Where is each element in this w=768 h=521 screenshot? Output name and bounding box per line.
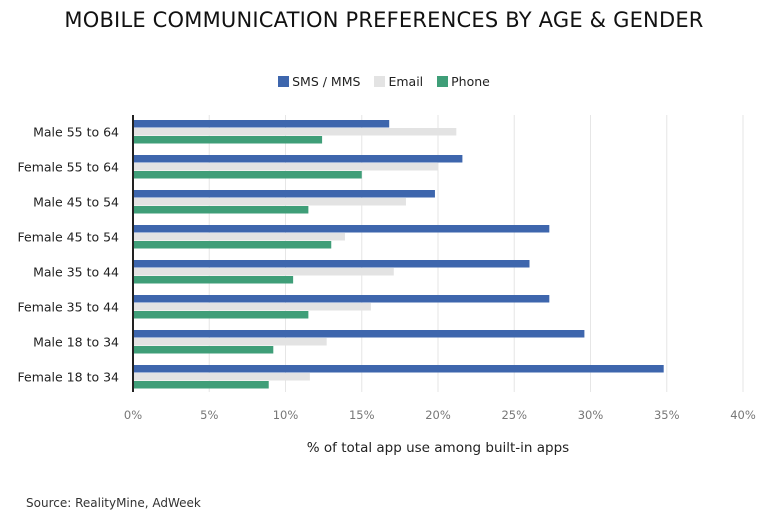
bar-email — [133, 268, 394, 276]
legend-item-sms: SMS / MMS — [278, 74, 360, 89]
bar-email — [133, 338, 327, 346]
bar-sms-mms — [133, 155, 463, 163]
bar-sms-mms — [133, 120, 390, 128]
y-category-label: Male 45 to 54 — [33, 195, 119, 210]
bar-phone — [133, 171, 362, 179]
bar-phone — [133, 276, 294, 284]
x-axis-label: % of total app use among built-in apps — [306, 440, 570, 456]
chart-title: MOBILE COMMUNICATION PREFERENCES BY AGE … — [64, 8, 704, 32]
bar-email — [133, 303, 371, 311]
bar-phone — [133, 346, 274, 354]
x-tick-label: 40% — [730, 408, 756, 422]
y-category-label: Female 55 to 64 — [18, 160, 120, 175]
bar-phone — [133, 311, 309, 319]
y-category-label: Male 55 to 64 — [33, 125, 119, 140]
bar-phone — [133, 241, 332, 249]
legend-item-email: Email — [374, 74, 423, 89]
y-category-label: Male 35 to 44 — [33, 265, 119, 280]
legend-swatch-phone — [437, 76, 449, 87]
legend-swatch-email — [374, 76, 386, 87]
bar-sms-mms — [133, 260, 530, 268]
source-note: Source: RealityMine, AdWeek — [26, 496, 201, 510]
bar-email — [133, 373, 310, 381]
bar-phone — [133, 136, 323, 144]
y-category-label: Female 45 to 54 — [18, 230, 120, 245]
bar-sms-mms — [133, 330, 585, 338]
x-tick-label: 10% — [273, 408, 299, 422]
bar-sms-mms — [133, 190, 435, 198]
legend-item-phone: Phone — [437, 74, 490, 89]
y-category-label: Male 18 to 34 — [33, 335, 119, 350]
bar-email — [133, 233, 345, 241]
bar-phone — [133, 381, 269, 389]
legend-label-phone: Phone — [451, 74, 490, 89]
legend-label-email: Email — [388, 74, 424, 89]
legend: SMS / MMS Email Phone — [0, 74, 768, 89]
bar-sms-mms — [133, 365, 664, 373]
bar-sms-mms — [133, 225, 550, 233]
x-tick-label: 15% — [349, 408, 375, 422]
bar-email — [133, 198, 406, 206]
legend-swatch-sms — [278, 76, 290, 87]
bar-phone — [133, 206, 309, 214]
bar-sms-mms — [133, 295, 550, 303]
x-tick-label: 35% — [654, 408, 680, 422]
x-tick-label: 25% — [501, 408, 527, 422]
x-tick-label: 0% — [124, 408, 142, 422]
bar-email — [133, 163, 438, 171]
y-category-label: Female 18 to 34 — [18, 370, 120, 385]
legend-label-sms: SMS / MMS — [292, 74, 361, 89]
x-tick-label: 20% — [425, 408, 451, 422]
y-category-label: Female 35 to 44 — [18, 300, 120, 315]
x-tick-label: 5% — [200, 408, 218, 422]
x-tick-label: 30% — [578, 408, 604, 422]
bar-email — [133, 128, 457, 136]
